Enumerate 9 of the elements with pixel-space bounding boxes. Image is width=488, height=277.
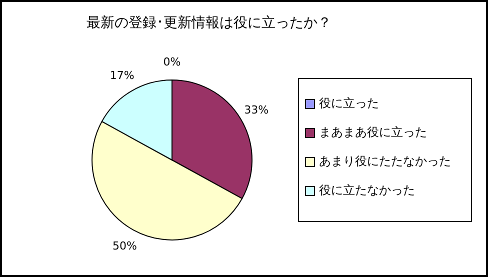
legend-label: 役に立った [319,94,379,112]
text: 0% [163,56,181,68]
data-label: 33% [244,104,269,117]
legend-label: 役に立たなかった [319,182,415,198]
legend-label: まあまあ役に立った [319,124,427,140]
data-label: 50% [112,239,138,252]
chart-title: 最新の登録･更新情報は役に立ったか？ [86,14,332,32]
data-label: 17% [110,69,134,82]
legend-label: あまり役にたたなかった [319,152,451,170]
